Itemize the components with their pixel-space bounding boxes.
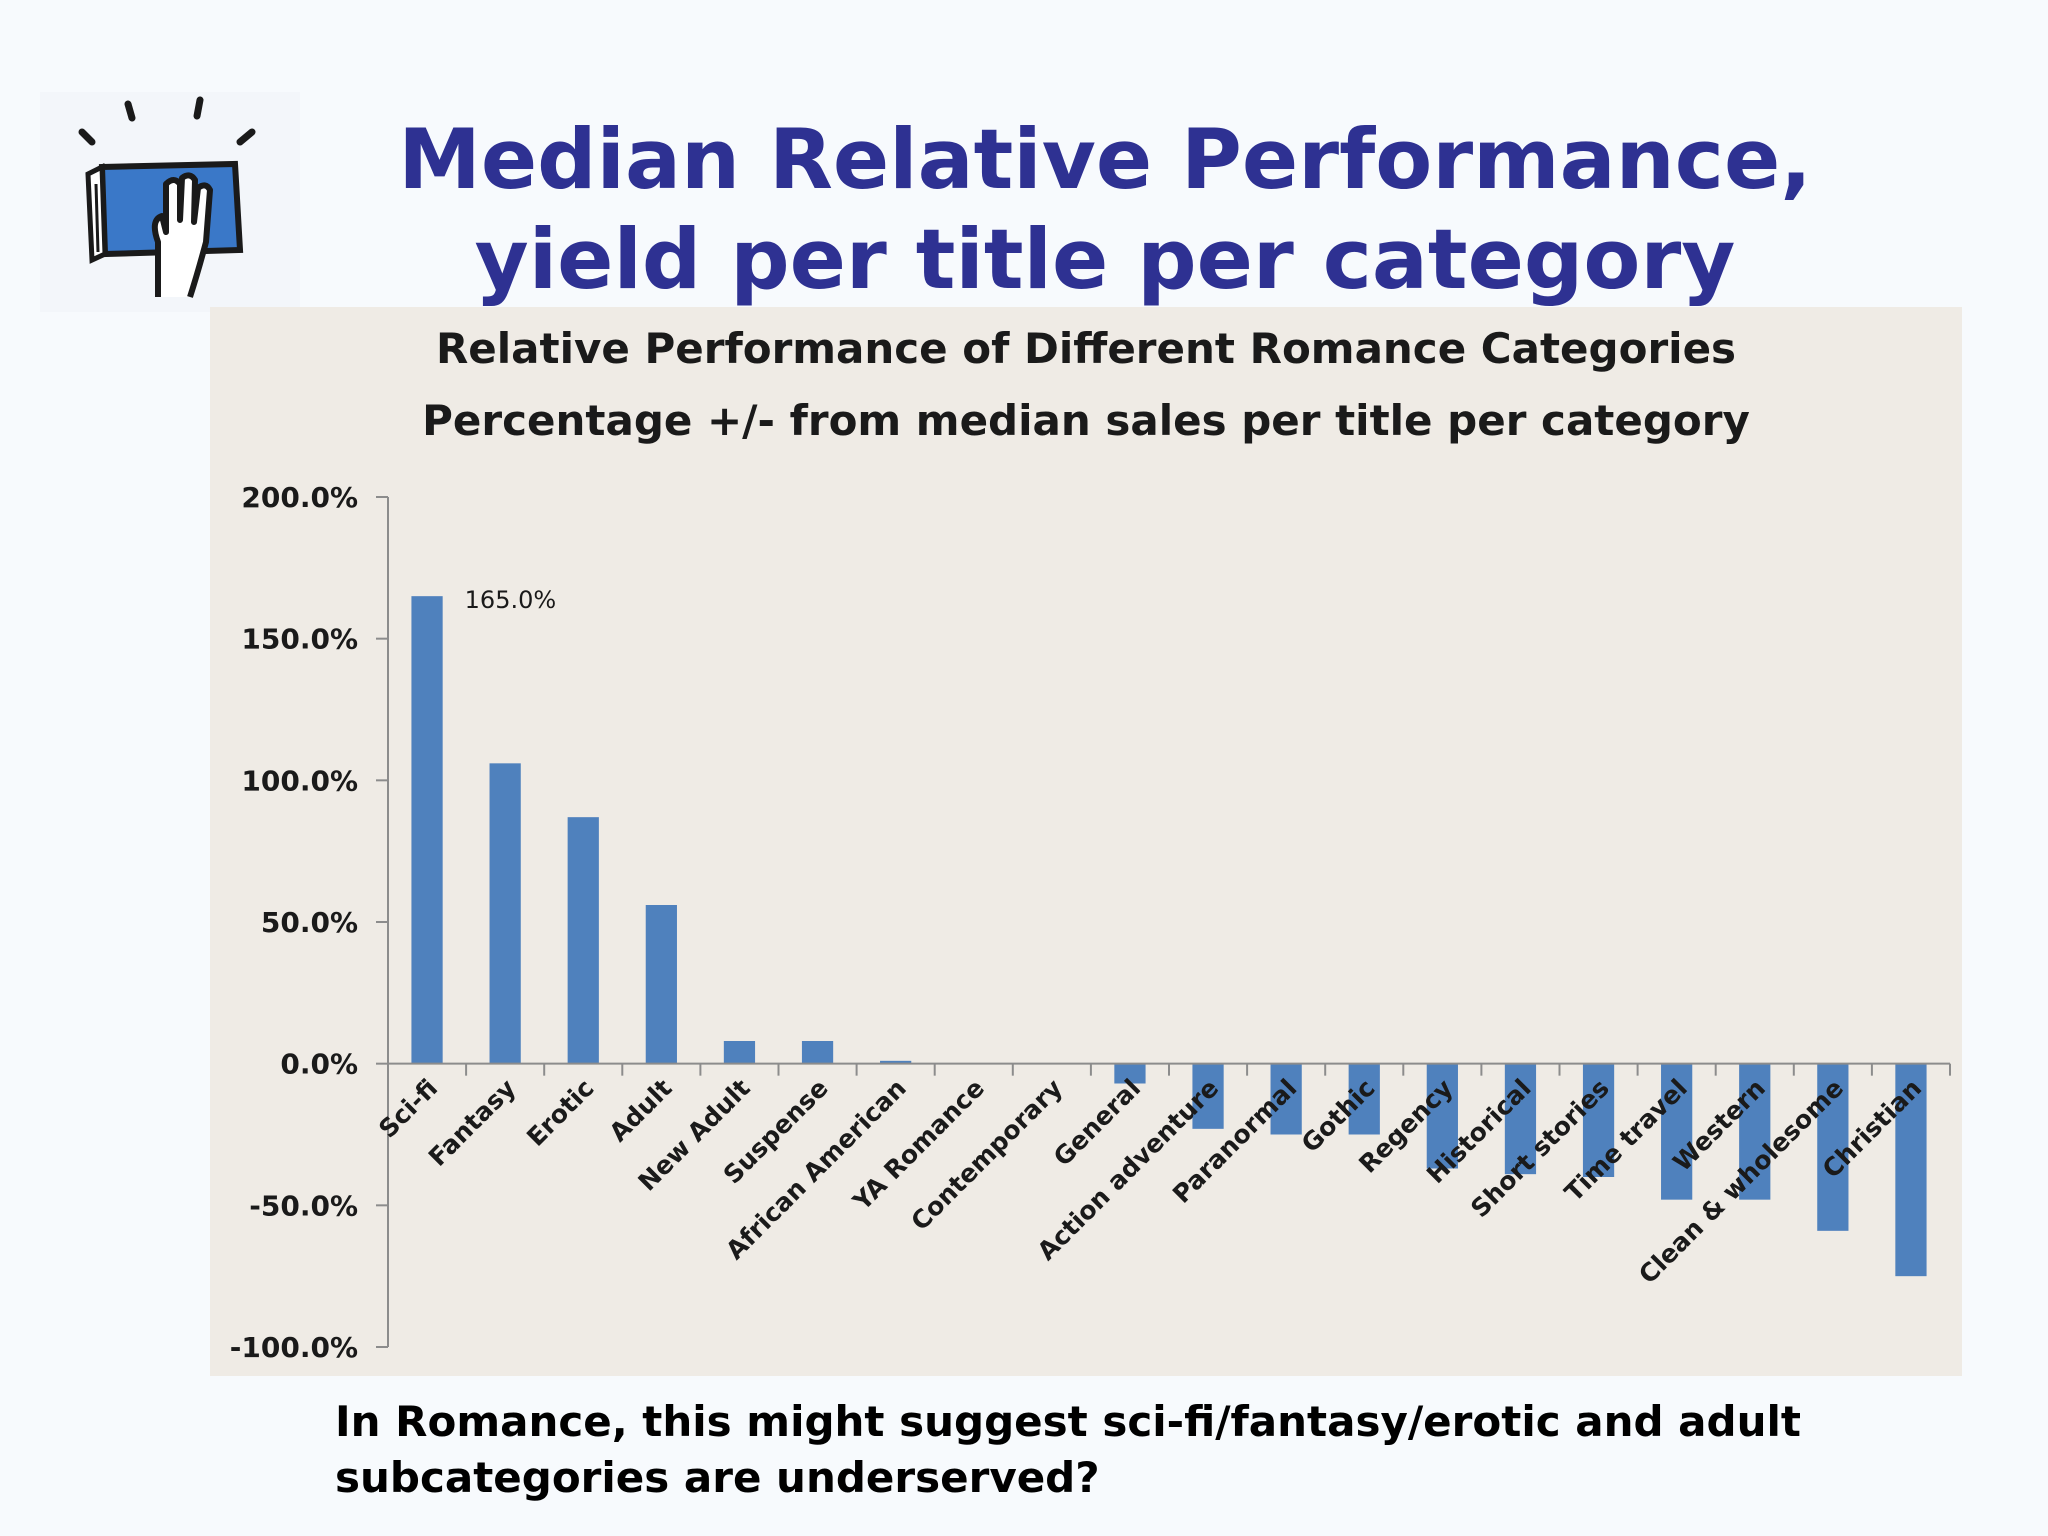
caption-line-2: subcategories are underserved?: [335, 1453, 1100, 1502]
data-label: 165.0%: [465, 586, 557, 614]
x-tick-label: Adult: [604, 1073, 678, 1147]
chart-subtitle: Percentage +/- from median sales per tit…: [422, 396, 1750, 445]
bar-18: [1817, 1063, 1849, 1231]
y-tick-label: -100.0%: [230, 1331, 358, 1364]
slide-title: Median Relative Performance, yield per t…: [330, 110, 1880, 310]
bar-17: [1739, 1063, 1771, 1200]
bar-15: [1582, 1063, 1615, 1177]
x-tick-label: Sci-fi: [373, 1073, 443, 1143]
bar-12: [1348, 1063, 1380, 1135]
y-tick-label: 100.0%: [241, 764, 358, 797]
y-tick-label: 0.0%: [280, 1048, 358, 1081]
bar-0: [411, 596, 443, 1064]
bar-4: [723, 1041, 756, 1064]
bar-5: [801, 1041, 834, 1064]
x-tick-label: Contemporary: [905, 1073, 1068, 1236]
x-tick-label: Erotic: [521, 1073, 599, 1151]
bar-9: [1114, 1063, 1146, 1084]
slide-title-line-2: yield per title per category: [474, 211, 1736, 308]
y-tick-label: 150.0%: [241, 623, 358, 656]
x-tick-label: YA Romance: [847, 1073, 990, 1216]
bar-6: [880, 1060, 912, 1064]
bar-11: [1270, 1063, 1302, 1135]
bar-1: [489, 763, 521, 1064]
chart: Relative Performance of Different Romanc…: [210, 307, 1962, 1376]
book-hand-icon: [40, 92, 300, 312]
bar-2: [567, 817, 599, 1064]
bar-10: [1192, 1063, 1224, 1129]
bar-14: [1504, 1063, 1537, 1175]
caption-line-1: In Romance, this might suggest sci-fi/fa…: [335, 1397, 1801, 1446]
bar-3: [645, 905, 677, 1064]
chart-title: Relative Performance of Different Romanc…: [435, 324, 1737, 373]
y-tick-label: 50.0%: [261, 906, 358, 939]
y-tick-label: -50.0%: [249, 1189, 358, 1222]
x-tick-label: Fantasy: [423, 1073, 521, 1171]
bar-13: [1426, 1063, 1458, 1169]
slide-title-line-1: Median Relative Performance,: [398, 111, 1812, 208]
bar-chart-svg: 200.0% 150.0% 100.0% 50.0% 0.0% -50.0% -100.0%…: [230, 481, 1951, 1364]
caption: In Romance, this might suggest sci-fi/fa…: [335, 1394, 1985, 1506]
bar-19: [1895, 1063, 1927, 1277]
bar-16: [1661, 1063, 1693, 1200]
y-tick-label: 200.0%: [241, 481, 358, 514]
